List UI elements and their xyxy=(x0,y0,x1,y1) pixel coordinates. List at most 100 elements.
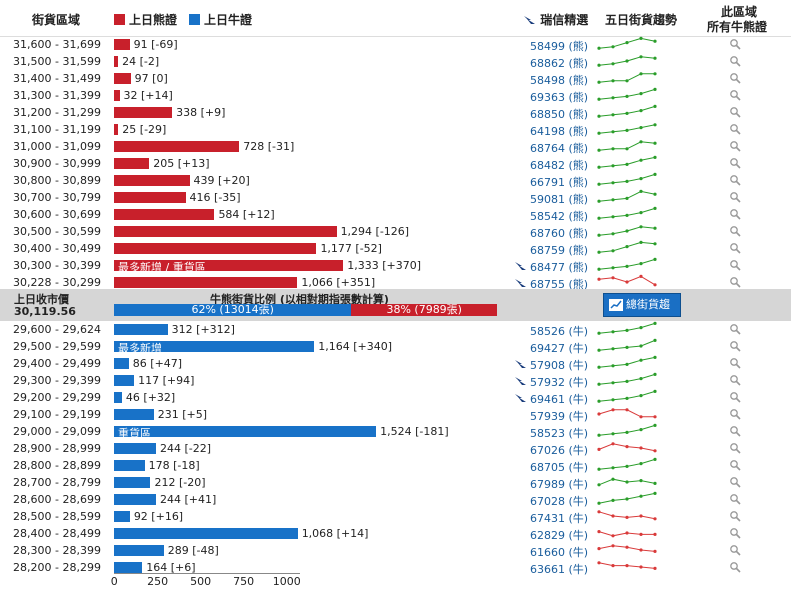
search-icon[interactable] xyxy=(729,527,741,539)
bear-bar[interactable] xyxy=(114,226,337,237)
search-icon[interactable] xyxy=(729,425,741,437)
total-trend-button-label: 總街貨趨勢 xyxy=(626,298,670,333)
bull-bar[interactable] xyxy=(114,375,135,386)
bear-bar[interactable] xyxy=(114,141,240,152)
search-icon[interactable] xyxy=(729,476,741,488)
bear-bar[interactable] xyxy=(114,56,119,67)
warrant-code-link[interactable]: 57932 (牛) xyxy=(530,376,589,389)
x-axis: 0 250 500 750 1000 xyxy=(0,573,791,592)
bull-bar[interactable] xyxy=(114,562,143,573)
warrant-code-link[interactable]: 69363 (熊) xyxy=(530,91,589,104)
bull-bar[interactable] xyxy=(114,341,315,352)
bear-bar[interactable] xyxy=(114,39,130,50)
warrant-code-link[interactable]: 69461 (牛) xyxy=(530,393,589,406)
bull-bar[interactable] xyxy=(114,460,145,471)
warrant-code-link[interactable]: 68477 (熊) xyxy=(530,261,589,274)
warrant-code-link[interactable]: 68850 (熊) xyxy=(530,108,589,121)
warrant-code-link[interactable]: 61660 (牛) xyxy=(530,546,589,559)
warrant-code-link[interactable]: 68482 (熊) xyxy=(530,159,589,172)
warrant-code-link[interactable]: 67028 (牛) xyxy=(530,495,589,508)
search-icon[interactable] xyxy=(729,374,741,386)
search-icon[interactable] xyxy=(729,340,741,352)
bear-bar[interactable] xyxy=(114,107,173,118)
bear-bar[interactable] xyxy=(114,192,186,203)
search-icon[interactable] xyxy=(729,259,741,271)
warrant-code-link[interactable]: 62829 (牛) xyxy=(530,529,589,542)
warrant-code-link[interactable]: 63661 (牛) xyxy=(530,563,589,576)
total-trend-button[interactable]: 總街貨趨勢 xyxy=(603,293,681,333)
bear-bar[interactable] xyxy=(114,277,298,288)
warrant-code-link[interactable]: 58542 (熊) xyxy=(530,210,589,223)
search-icon[interactable] xyxy=(729,459,741,471)
trend-point xyxy=(639,344,643,348)
search-icon[interactable] xyxy=(729,408,741,420)
search-icon[interactable] xyxy=(729,323,741,335)
bear-bar[interactable] xyxy=(114,90,120,101)
warrant-code-link[interactable]: 67026 (牛) xyxy=(530,444,589,457)
bull-bar[interactable] xyxy=(114,324,168,335)
warrant-code-link[interactable]: 66791 (熊) xyxy=(530,176,589,189)
bear-bar[interactable] xyxy=(114,124,119,135)
search-icon[interactable] xyxy=(729,174,741,186)
range-column-header: 街貨區域 xyxy=(32,13,81,27)
bull-bar[interactable] xyxy=(114,392,122,403)
search-icon[interactable] xyxy=(729,510,741,522)
bear-bar[interactable] xyxy=(114,158,150,169)
warrant-code-link[interactable]: 58526 (牛) xyxy=(530,325,589,338)
search-icon[interactable] xyxy=(729,72,741,84)
warrant-code-link[interactable]: 58523 (牛) xyxy=(530,427,589,440)
search-icon[interactable] xyxy=(729,493,741,505)
warrant-code-link[interactable]: 64198 (熊) xyxy=(530,125,589,138)
bull-bar[interactable] xyxy=(114,528,298,539)
search-icon[interactable] xyxy=(729,544,741,556)
bull-bar[interactable] xyxy=(114,409,154,420)
trend-sparkline xyxy=(597,442,657,453)
search-icon[interactable] xyxy=(729,89,741,101)
search-icon[interactable] xyxy=(729,38,741,50)
warrant-code-link[interactable]: 57939 (牛) xyxy=(530,410,589,423)
bull-bar[interactable] xyxy=(114,545,164,556)
warrant-code-link[interactable]: 59081 (熊) xyxy=(530,193,589,206)
bull-bar[interactable] xyxy=(114,358,129,369)
search-icon[interactable] xyxy=(729,442,741,454)
search-icon[interactable] xyxy=(729,225,741,237)
warrant-code-link[interactable]: 68760 (熊) xyxy=(530,227,589,240)
bear-bar[interactable] xyxy=(114,243,317,254)
warrant-code-link[interactable]: 57908 (牛) xyxy=(530,359,589,372)
warrant-code-link[interactable]: 68764 (熊) xyxy=(530,142,589,155)
search-icon[interactable] xyxy=(729,357,741,369)
search-icon[interactable] xyxy=(729,391,741,403)
warrant-code-link[interactable]: 68862 (熊) xyxy=(530,57,589,70)
range-label: 30,700 - 30,799 xyxy=(13,191,101,204)
warrant-code-link[interactable]: 58499 (熊) xyxy=(530,40,589,53)
bear-bar[interactable] xyxy=(114,73,131,84)
search-icon[interactable] xyxy=(729,561,741,573)
bull-bar[interactable] xyxy=(114,511,130,522)
bull-bar[interactable] xyxy=(114,426,377,437)
warrant-code-link[interactable]: 67431 (牛) xyxy=(530,512,589,525)
search-icon[interactable] xyxy=(729,55,741,67)
search-icon[interactable] xyxy=(729,106,741,118)
bear-bar[interactable] xyxy=(114,260,344,271)
trend-point xyxy=(639,274,643,278)
range-label: 29,200 - 29,299 xyxy=(13,391,101,404)
search-icon[interactable] xyxy=(729,157,741,169)
bear-bar[interactable] xyxy=(114,209,215,220)
warrant-code-link[interactable]: 69427 (牛) xyxy=(530,342,589,355)
search-icon[interactable] xyxy=(729,123,741,135)
bull-bar[interactable] xyxy=(114,494,156,505)
trend-point xyxy=(611,432,615,436)
search-icon[interactable] xyxy=(729,191,741,203)
warrant-code-link[interactable]: 68759 (熊) xyxy=(530,244,589,257)
search-icon[interactable] xyxy=(729,242,741,254)
search-icon[interactable] xyxy=(729,208,741,220)
warrant-code-link[interactable]: 58498 (熊) xyxy=(530,74,589,87)
warrant-code-link[interactable]: 68705 (牛) xyxy=(530,461,589,474)
search-icon[interactable] xyxy=(729,276,741,288)
bull-bar[interactable] xyxy=(114,443,156,454)
warrant-code-link[interactable]: 68755 (熊) xyxy=(530,278,589,291)
search-icon[interactable] xyxy=(729,140,741,152)
warrant-code-link[interactable]: 67989 (牛) xyxy=(530,478,589,491)
bear-bar[interactable] xyxy=(114,175,190,186)
bull-bar[interactable] xyxy=(114,477,151,488)
